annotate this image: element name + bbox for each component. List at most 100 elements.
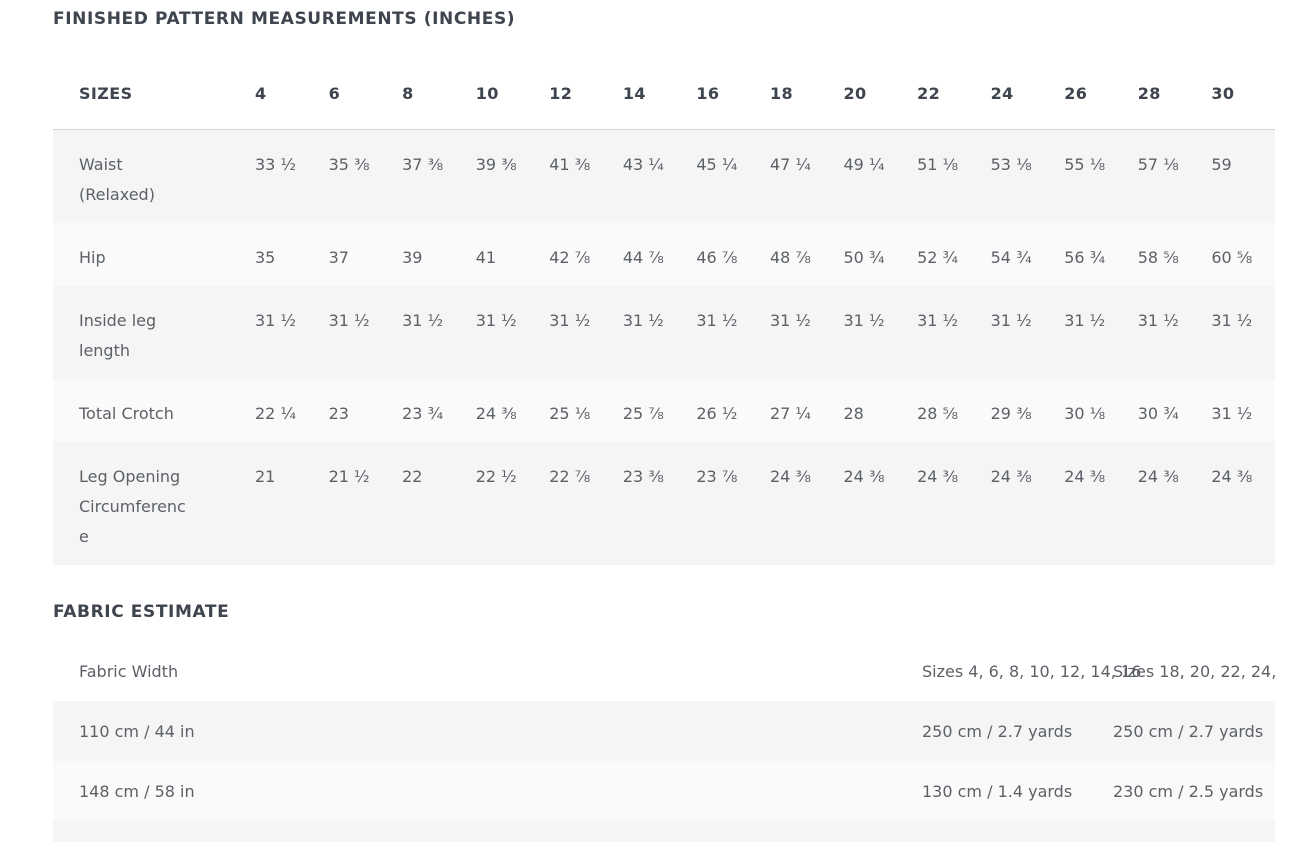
fabric-estimate-value: 250 cm / 2.7 yards (1113, 701, 1275, 761)
fabric-sizes-group-1-header: Sizes 4, 6, 8, 10, 12, 14, 16 (922, 641, 1141, 701)
fabric-estimate-value: 230 cm / 2.5 yards (1113, 761, 1275, 821)
fabric-row-110cm: 110 cm / 44 in 250 cm / 2.7 yards 250 cm… (53, 701, 1275, 761)
sizes-header-row: SIZES 4 6 8 10 12 14 16 18 20 22 24 26 2… (53, 60, 1275, 130)
measurement-cell: 42 ⅞ (549, 248, 591, 267)
measurement-cell: 37 ⅜ (402, 155, 444, 174)
measurement-cell: 58 ⅝ (1137, 248, 1179, 267)
measurement-cell: 26 ½ (696, 404, 738, 423)
measurement-cell: 23 ⅜ (622, 467, 664, 486)
fabric-estimate-value: 130 cm / 1.4 yards (922, 761, 1113, 821)
measurement-cell: 24 ⅜ (1137, 467, 1179, 486)
measurement-cell: 46 ⅞ (696, 248, 738, 267)
fabric-estimate-title: FABRIC ESTIMATE (53, 602, 230, 622)
size-column-header: 10 (465, 60, 540, 130)
measurement-cell: 31 ½ (1211, 311, 1253, 330)
measurement-cell: 24 ⅜ (843, 467, 885, 486)
measurement-cell: 37 (328, 248, 349, 267)
measurement-cell: 59 (1211, 155, 1232, 174)
fabric-estimate-value: 250 cm / 2.7 yards (922, 701, 1113, 761)
fabric-width-header: Fabric Width (53, 641, 922, 701)
measurement-cell: 54 ¾ (990, 248, 1032, 267)
size-column-header: 26 (1054, 60, 1128, 130)
measurement-cell: 29 ⅜ (990, 404, 1032, 423)
table-row-leg-opening: Leg Opening Circumference 21 21 ½ 22 22 … (53, 442, 1275, 565)
fabric-sizes-group-2-header: Sizes 18, 20, 22, 24, (1113, 641, 1275, 701)
measurement-cell: 31 ½ (1137, 311, 1179, 330)
table-row-inside-leg: Inside leg length 31 ½ 31 ½ 31 ½ 31 ½ 31… (53, 286, 1275, 379)
measurement-cell: 31 ½ (990, 311, 1032, 330)
measurement-cell: 31 ½ (843, 311, 885, 330)
row-label-waist: Waist (Relaxed) (79, 155, 155, 204)
measurement-cell: 22 ⅞ (549, 467, 591, 486)
measurement-cell: 21 ½ (328, 467, 370, 486)
size-column-header: 14 (612, 60, 687, 130)
measurement-cell: 41 ⅜ (549, 155, 591, 174)
measurement-cell: 49 ¼ (843, 155, 885, 174)
clipped-next-row (53, 821, 1275, 842)
row-label-total-crotch: Total Crotch (79, 404, 174, 423)
measurement-cell: 60 ⅝ (1211, 248, 1253, 267)
measurement-cell: 43 ¼ (622, 155, 664, 174)
measurement-cell: 35 ⅜ (328, 155, 370, 174)
size-column-header: 20 (833, 60, 908, 130)
measurement-cell: 31 ½ (549, 311, 591, 330)
measurement-cell: 24 ⅜ (917, 467, 959, 486)
size-column-header: 8 (392, 60, 466, 130)
measurement-cell: 30 ¾ (1137, 404, 1179, 423)
measurement-cell: 52 ¾ (917, 248, 959, 267)
measurement-cell: 25 ⅛ (549, 404, 591, 423)
measurement-cell: 22 ¼ (255, 404, 296, 423)
measurement-cell: 33 ½ (255, 155, 296, 174)
measurements-title: FINISHED PATTERN MEASUREMENTS (INCHES) (53, 9, 516, 29)
size-chart-page: FINISHED PATTERN MEASUREMENTS (INCHES) S… (53, 9, 1275, 842)
measurement-cell: 53 ⅛ (990, 155, 1032, 174)
measurement-cell: 24 ⅜ (1211, 467, 1253, 486)
measurement-cell: 28 ⅝ (917, 404, 959, 423)
sizes-header-label: SIZES (53, 60, 245, 130)
size-column-header: 18 (759, 60, 834, 130)
measurement-cell: 39 ⅜ (475, 155, 517, 174)
measurement-cell: 23 ⅞ (696, 467, 738, 486)
table-row-total-crotch: Total Crotch 22 ¼ 23 23 ¾ 24 ⅜ 25 ⅛ 25 ⅞… (53, 379, 1275, 442)
measurement-cell: 48 ⅞ (769, 248, 811, 267)
size-column-header: 16 (686, 60, 760, 130)
measurement-cell: 23 ¾ (402, 404, 444, 423)
measurements-table: SIZES 4 6 8 10 12 14 16 18 20 22 24 26 2… (53, 60, 1275, 565)
measurement-cell: 45 ¼ (696, 155, 738, 174)
measurement-cell: 50 ¾ (843, 248, 885, 267)
measurement-cell: 30 ⅛ (1064, 404, 1106, 423)
measurement-cell: 35 (255, 248, 276, 267)
measurement-cell: 41 (475, 248, 497, 267)
size-column-header: 4 (245, 60, 319, 130)
measurement-cell: 51 ⅛ (917, 155, 959, 174)
measurement-cell: 24 ⅜ (769, 467, 811, 486)
measurement-cell: 28 (843, 404, 864, 423)
measurement-cell: 24 ⅜ (1064, 467, 1106, 486)
measurement-cell: 55 ⅛ (1064, 155, 1106, 174)
measurement-cell: 31 ½ (1064, 311, 1106, 330)
size-column-header: 6 (318, 60, 393, 130)
fabric-row-148cm: 148 cm / 58 in 130 cm / 1.4 yards 230 cm… (53, 761, 1275, 821)
fabric-estimate-table: Fabric Width Sizes 4, 6, 8, 10, 12, 14, … (53, 641, 1275, 821)
fabric-width-label: 110 cm / 44 in (53, 701, 922, 761)
table-row-hip: Hip 35 37 39 41 42 ⅞ 44 ⅞ 46 ⅞ 48 ⅞ 50 ¾… (53, 223, 1275, 286)
measurement-cell: 31 ½ (328, 311, 370, 330)
size-column-header: 30 (1201, 60, 1275, 130)
measurement-cell: 21 (255, 467, 276, 486)
measurement-cell: 23 (328, 404, 349, 423)
table-row-waist: Waist (Relaxed) 33 ½ 35 ⅜ 37 ⅜ 39 ⅜ 41 ⅜… (53, 129, 1275, 223)
measurement-cell: 31 ½ (475, 311, 517, 330)
fabric-width-label: 148 cm / 58 in (53, 761, 922, 821)
measurement-cell: 39 (402, 248, 423, 267)
measurement-cell: 47 ¼ (769, 155, 811, 174)
measurement-cell: 25 ⅞ (622, 404, 664, 423)
measurement-cell: 27 ¼ (769, 404, 811, 423)
row-label-leg-opening: Leg Opening Circumference (79, 467, 186, 546)
measurement-cell: 31 ½ (917, 311, 959, 330)
size-column-header: 12 (539, 60, 613, 130)
measurement-cell: 44 ⅞ (622, 248, 664, 267)
measurement-cell: 31 ½ (255, 311, 296, 330)
measurement-cell: 31 ½ (696, 311, 738, 330)
measurement-cell: 31 ½ (402, 311, 444, 330)
measurement-cell: 57 ⅛ (1137, 155, 1179, 174)
